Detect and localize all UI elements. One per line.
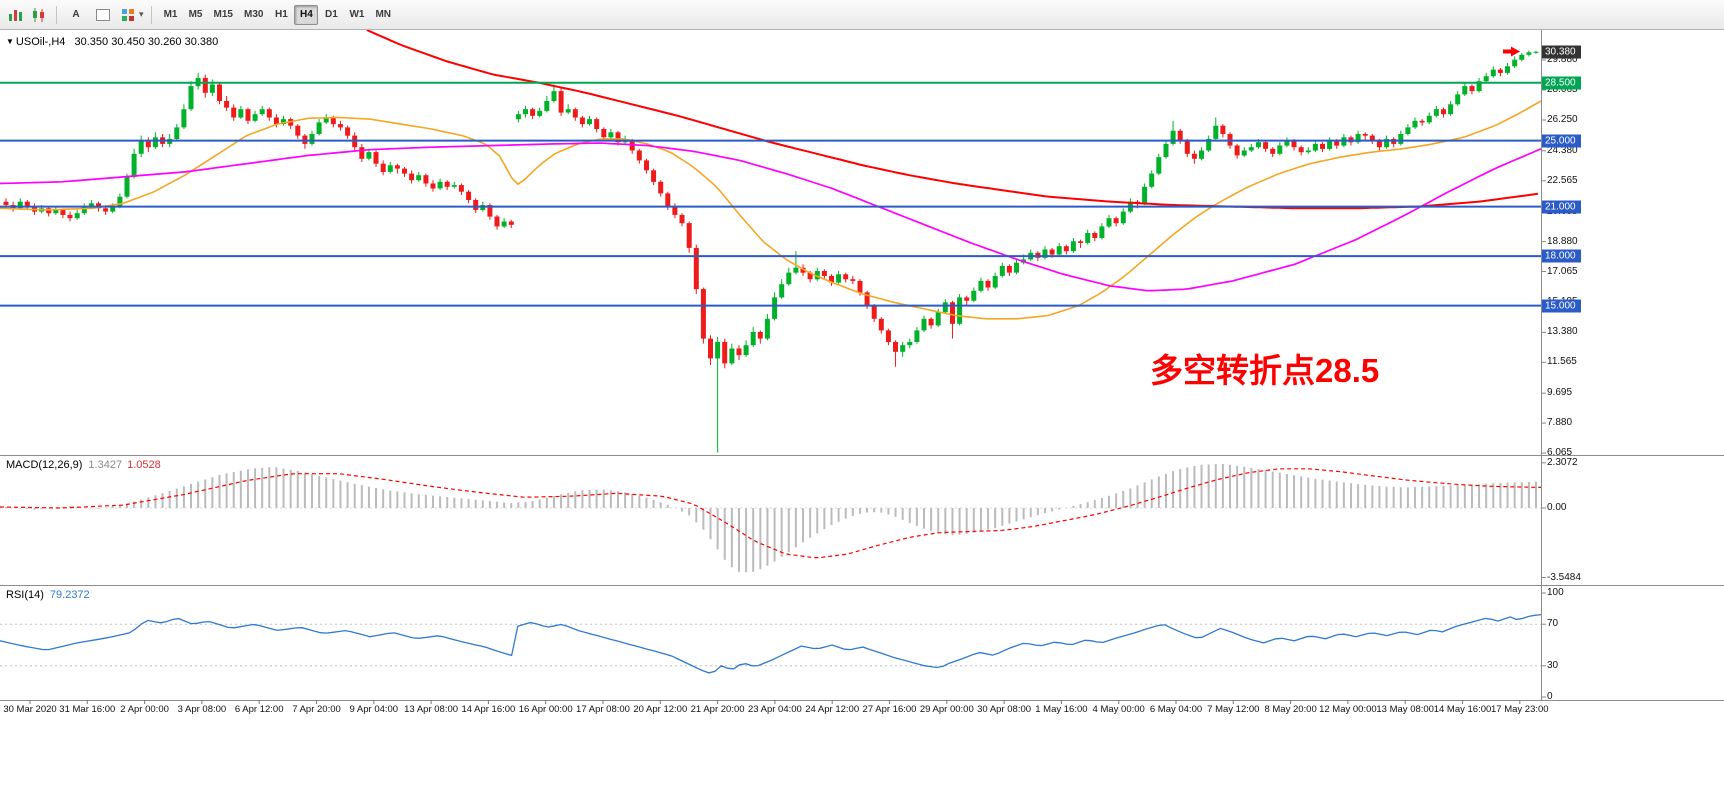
time-axis-label: 6 May 04:00 [1149,704,1203,715]
time-axis-label: 20 Apr 12:00 [633,704,688,715]
price-tick-label: 17.065 [1547,265,1578,277]
candlestick-chart-icon[interactable] [29,5,49,25]
bar-chart-icon[interactable] [6,5,26,25]
time-axis-label: 4 May 00:00 [1092,704,1145,715]
frame-icon [96,8,110,21]
macd-label: MACD(12,26,9) 1.3427 1.0528 [6,459,161,471]
rsi-label: RSI(14) 79.2372 [6,589,90,601]
price-tick-label: 29.880 [1547,54,1578,66]
time-axis-label: 30 Apr 08:00 [977,704,1032,715]
price-tick-label: 28.065 [1547,83,1578,95]
current-price-badge: 30.380 [1542,45,1581,59]
rsi-tick-label: 70 [1547,618,1559,630]
rsi-tick-label: 30 [1547,659,1559,671]
time-axis-label: 23 Apr 04:00 [747,704,802,715]
time-axis-label: 31 Mar 16:00 [59,704,116,715]
chevron-down-icon[interactable]: ▾ [139,9,144,19]
ma-mid-magenta [0,142,1542,292]
macd-signal-value: 1.0528 [127,459,161,471]
price-tick-label: 13.380 [1547,326,1578,338]
price-badge-18.000: 18.000 [1542,249,1581,263]
time-axis-label: 13 May 08:00 [1376,704,1434,715]
price-tick-label: 11.565 [1547,356,1577,368]
macd-histogram [5,464,1537,573]
chart-annotation[interactable]: 多空转折点28.5 [1150,352,1380,389]
macd-name-label: MACD(12,26,9) [6,459,83,471]
price-badge-15.000: 15.000 [1542,299,1581,313]
rsi-tick-label: 100 [1547,587,1564,598]
time-axis-label: 7 Apr 20:00 [292,704,341,715]
timeframe-mn-button[interactable]: MN [370,5,396,25]
time-axis-label: 13 Apr 08:00 [404,704,459,715]
time-axis-label: 7 May 12:00 [1207,704,1260,715]
rsi-tick-label: 0 [1547,691,1553,702]
time-axis-label: 8 May 20:00 [1264,704,1317,715]
time-axis-label: 9 Apr 04:00 [349,704,399,715]
price-badge-21.000: 21.000 [1542,200,1581,214]
ma-fast-orange [0,100,1542,320]
timeframe-group: M1 M5 M15 M30 H1 H4 D1 W1 MN [159,4,396,25]
time-axis-label: 21 Apr 20:00 [690,704,745,715]
time-axis-label: 17 May 23:00 [1491,704,1549,715]
rsi-name-label: RSI(14) [6,589,44,601]
timeframe-m15-button[interactable]: M15 [209,5,238,25]
text-frame-tool-button[interactable] [91,5,115,25]
time-axis-label: 24 Apr 12:00 [805,704,860,715]
price-tick-label: 9.695 [1547,387,1573,399]
candlesticks [3,50,1539,453]
rsi-line [0,613,1542,674]
indicators-palette-icon[interactable] [118,5,138,25]
timeframe-m30-button[interactable]: M30 [239,5,268,25]
chart-title: ▼ USOil-,H4 30.350 30.450 30.260 30.380 [6,36,218,48]
time-axis-label: 16 Apr 00:00 [518,704,573,715]
time-axis-label: 14 Apr 16:00 [461,704,516,715]
ma-slow-red [366,29,1539,210]
time-axis-label: 29 Apr 00:00 [919,704,974,715]
timeframe-h4-button[interactable]: H4 [294,4,319,25]
timeframe-m5-button[interactable]: M5 [184,5,208,25]
timeframe-w1-button[interactable]: W1 [344,5,369,25]
time-axis-label: 27 Apr 16:00 [862,704,917,715]
text-label-tool-button[interactable]: A [64,5,88,25]
time-axis-label: 6 Apr 12:00 [234,704,284,715]
timeframe-h1-button[interactable]: H1 [269,5,293,25]
symbol-period-label: USOil-,H4 [15,36,66,48]
price-tick-label: 24.380 [1547,144,1578,156]
price-badge-25.000: 25.000 [1542,134,1581,148]
time-axis-label: 2 Apr 00:00 [120,704,169,715]
timeframe-d1-button[interactable]: D1 [319,5,343,25]
price-tick-label: 22.565 [1547,174,1578,186]
toolbar-separator [150,5,152,24]
time-axis-label: 30 Mar 2020 [3,704,57,715]
macd-signal-line [0,468,1542,559]
price-tick-label: 6.065 [1547,447,1573,459]
price-tick-label: 7.880 [1547,417,1573,429]
macd-tick-label: 0.00 [1547,502,1567,513]
time-axis-label: 1 May 16:00 [1035,704,1088,715]
time-axis-label: 12 May 00:00 [1319,704,1377,715]
ohlc-values-label: 30.350 30.450 30.260 30.380 [74,36,219,48]
timeframe-m1-button[interactable]: M1 [159,5,183,25]
macd-tick-label: 2.3072 [1547,456,1578,468]
toolbar-separator [56,5,57,24]
price-badge-28.500: 28.500 [1542,76,1581,90]
price-tick-label: 26.250 [1547,113,1578,125]
rsi-value: 79.2372 [49,589,90,601]
macd-main-value: 1.3427 [88,459,123,471]
last-price-arrow-icon [1503,46,1520,57]
time-axis-label: 17 Apr 08:00 [576,704,630,715]
chart-canvas[interactable] [0,0,1724,722]
time-axis-label: 3 Apr 08:00 [177,704,227,715]
collapse-triangle-icon[interactable]: ▼ [6,37,14,46]
macd-tick-label: -3.5484 [1547,571,1581,583]
price-tick-label: 18.880 [1547,235,1578,247]
time-axis-label: 14 May 16:00 [1433,704,1492,715]
toolbar: A ▾ M1 M5 M15 M30 H1 H4 D1 W1 MN [0,0,1724,30]
